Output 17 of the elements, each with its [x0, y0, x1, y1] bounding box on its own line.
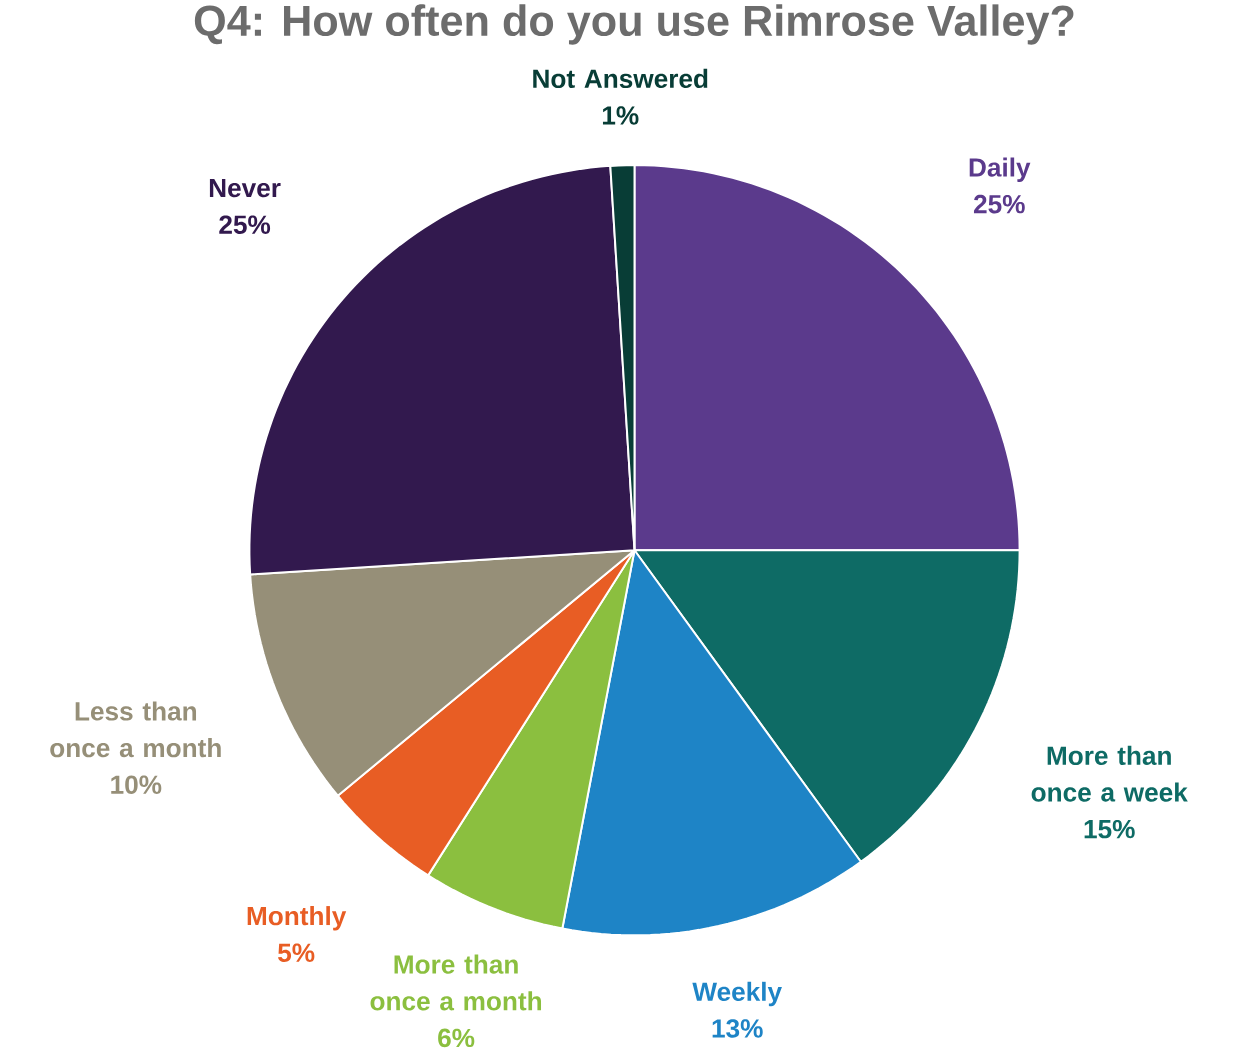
data-label: 25% [219, 215, 271, 235]
slice-label: Monthly [247, 906, 347, 931]
data-label: 5% [278, 943, 315, 963]
slice-label: Not Answered [533, 69, 708, 89]
slice-label: Never [209, 179, 281, 198]
data-label: 13% [712, 1019, 763, 1038]
data-label: 6% [438, 1028, 475, 1048]
slice-label: Less than once a month [50, 701, 221, 758]
chart-title: Q4: How often do you use Rimrose Valley? [194, 4, 1074, 45]
slice-label: More than once a month [370, 954, 542, 1011]
data-label: 1% [602, 106, 639, 125]
slice-label: More than once a week [1031, 746, 1188, 802]
data-label: 25% [973, 195, 1025, 214]
data-label: 15% [1084, 820, 1135, 839]
slice-label: Weekly [692, 982, 782, 1007]
slice-label: Daily [969, 157, 1031, 183]
data-label: 10% [111, 775, 162, 795]
